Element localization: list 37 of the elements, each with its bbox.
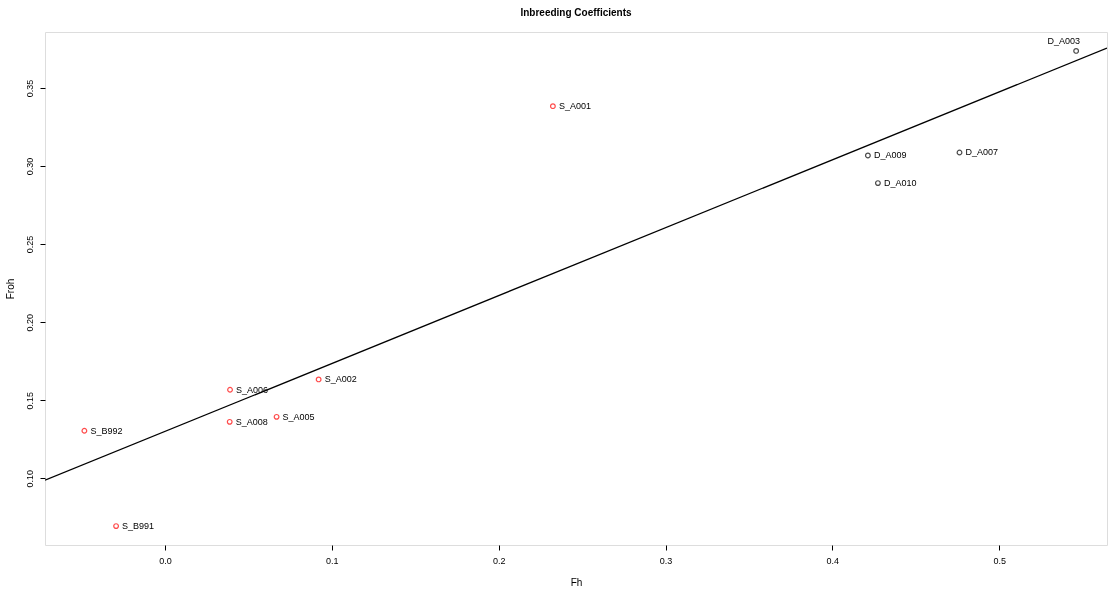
x-tick-label: 0.3: [659, 555, 673, 566]
annotation: D_A003: [1047, 35, 1081, 46]
x-tick-label: 0.1: [326, 555, 339, 566]
point: [113, 523, 120, 530]
y-tick-label: 0.10: [24, 469, 35, 488]
point: [874, 180, 881, 187]
annotation: D_A010: [883, 178, 917, 189]
point: [956, 149, 963, 156]
point: [315, 376, 322, 383]
annotation: S_A002: [324, 374, 357, 385]
x-tick-label: 0.4: [826, 555, 840, 566]
annotation: S_B992: [90, 425, 123, 436]
annotation: S_A006: [236, 384, 269, 395]
annotation: S_A005: [282, 411, 315, 422]
point: [864, 152, 871, 159]
y-tick-label: 0.30: [24, 157, 35, 176]
x-tick-label: 0.2: [492, 555, 506, 566]
y-tick-label: 0.20: [24, 313, 35, 332]
annotation: S_A001: [558, 101, 591, 112]
point: [227, 386, 233, 393]
y-tick-label: 0.35: [24, 79, 35, 98]
annotation: S_A008: [235, 416, 268, 427]
x-axis-title: Fh: [570, 576, 583, 588]
annotation: D_A007: [965, 147, 999, 158]
point: [1073, 47, 1080, 54]
annotation: D_A009: [873, 150, 907, 161]
point: [226, 418, 233, 425]
point: [549, 103, 556, 110]
y-axis-title: Froh: [4, 278, 16, 300]
x-tick-label: 0.0: [159, 555, 172, 566]
x-tick-label: 0.5: [993, 555, 1006, 566]
annotation: S_B991: [122, 521, 155, 532]
y-tick-label: 0.25: [24, 235, 35, 254]
chart-title: Inbreeding Coefficients: [520, 7, 632, 18]
point: [81, 427, 88, 434]
y-tick-label: 0.15: [24, 391, 35, 410]
point: [273, 413, 280, 420]
